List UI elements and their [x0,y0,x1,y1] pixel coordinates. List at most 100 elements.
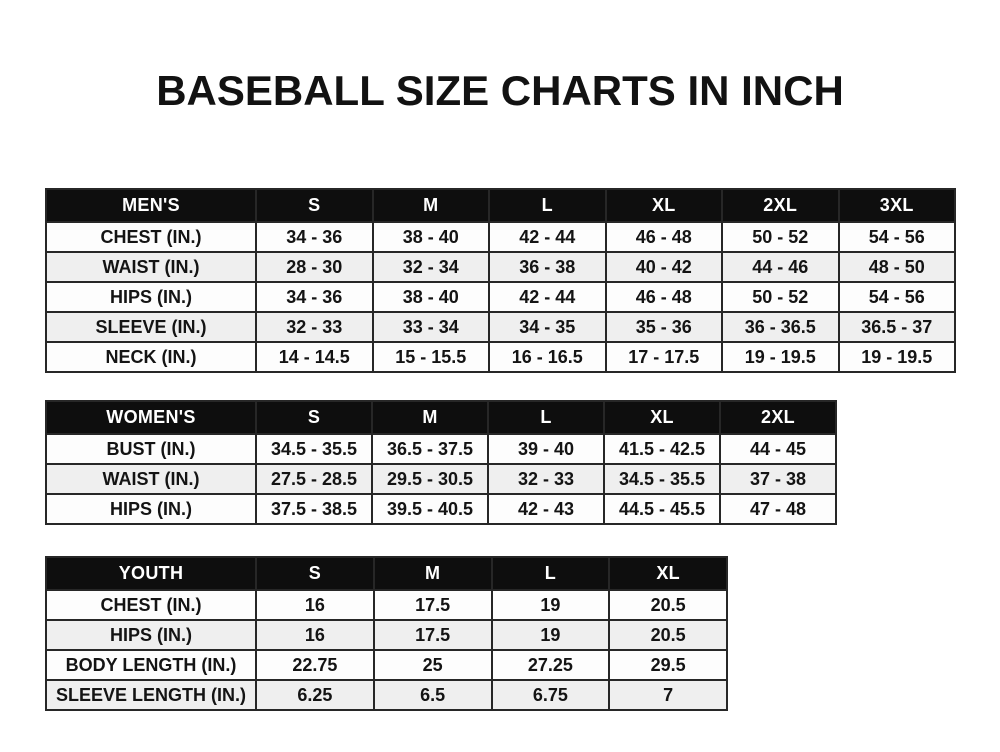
size-value-cell: 19 - 19.5 [721,341,840,373]
size-column-header: S [255,188,374,223]
table-title: YOUTH [45,556,257,591]
size-value-cell: 40 - 42 [604,251,723,283]
table-row: NECK (IN.) 14 - 14.5 15 - 15.5 16 - 16.5 17 … [45,341,956,373]
size-value-cell: 36.5 - 37 [837,311,956,343]
size-value-cell: 16 [255,589,375,621]
size-value-cell: 27.25 [490,649,611,681]
size-value-cell: 44.5 - 45.5 [603,493,721,525]
size-value-cell: 33 - 34 [371,311,490,343]
measurement-label: NECK (IN.) [45,341,257,373]
table-row: HIPS (IN.) 34 - 36 38 - 40 42 - 44 46 - 48 50… [45,281,956,313]
size-value-cell: 36.5 - 37.5 [371,433,489,465]
size-value-cell: 34 - 36 [255,221,374,253]
measurement-label: HIPS (IN.) [45,493,257,525]
size-value-cell: 27.5 - 28.5 [255,463,373,495]
measurement-label: BUST (IN.) [45,433,257,465]
size-value-cell: 54 - 56 [837,281,956,313]
size-value-cell: 32 - 33 [487,463,605,495]
size-value-cell: 7 [608,679,728,711]
size-value-cell: 17.5 [372,619,493,651]
size-value-cell: 22.75 [255,649,375,681]
measurement-label: CHEST (IN.) [45,589,257,621]
size-value-cell: 34.5 - 35.5 [603,463,721,495]
mens-size-table: MEN'S S M L XL 2XL 3XL CHEST (IN.) 34 - 36 38 - 4… [45,188,956,373]
size-value-cell: 48 - 50 [837,251,956,283]
size-value-cell: 42 - 43 [487,493,605,525]
size-column-header: 2XL [721,188,840,223]
size-value-cell: 38 - 40 [371,221,490,253]
size-value-cell: 25 [372,649,493,681]
page-title: BASEBALL SIZE CHARTS IN INCH [156,67,844,114]
size-value-cell: 6.5 [372,679,493,711]
size-value-cell: 16 [255,619,375,651]
size-value-cell: 37 - 38 [719,463,837,495]
size-value-cell: 50 - 52 [721,281,840,313]
size-value-cell: 28 - 30 [255,251,374,283]
size-value-cell: 32 - 34 [371,251,490,283]
size-value-cell: 37.5 - 38.5 [255,493,373,525]
size-value-cell: 42 - 44 [488,281,607,313]
measurement-label: WAIST (IN.) [45,463,257,495]
size-value-cell: 16 - 16.5 [488,341,607,373]
size-column-header: L [490,556,611,591]
size-value-cell: 15 - 15.5 [371,341,490,373]
size-value-cell: 29.5 [608,649,728,681]
measurement-label: HIPS (IN.) [45,619,257,651]
size-column-header: M [371,188,490,223]
table-row: BUST (IN.) 34.5 - 35.5 36.5 - 37.5 39 - 40 4… [45,433,837,465]
size-value-cell: 17 - 17.5 [604,341,723,373]
table-row: WAIST (IN.) 27.5 - 28.5 29.5 - 30.5 32 - 33… [45,463,837,495]
size-column-header: 3XL [837,188,956,223]
size-value-cell: 38 - 40 [371,281,490,313]
size-value-cell: 42 - 44 [488,221,607,253]
size-value-cell: 39 - 40 [487,433,605,465]
size-value-cell: 20.5 [608,589,728,621]
table-row: HIPS (IN.) 37.5 - 38.5 39.5 - 40.5 42 - 43 4… [45,493,837,525]
table-row: BODY LENGTH (IN.) 22.75 25 27.25 29.5 [45,649,728,681]
size-value-cell: 36 - 38 [488,251,607,283]
size-value-cell: 44 - 45 [719,433,837,465]
size-value-cell: 29.5 - 30.5 [371,463,489,495]
size-value-cell: 17.5 [372,589,493,621]
table-row: CHEST (IN.) 34 - 36 38 - 40 42 - 44 46 - 48 5… [45,221,956,253]
size-value-cell: 34 - 35 [488,311,607,343]
size-value-cell: 32 - 33 [255,311,374,343]
measurement-label: WAIST (IN.) [45,251,257,283]
womens-size-table: WOMEN'S S M L XL 2XL BUST (IN.) 34.5 - 35.5 36.5… [45,400,837,525]
size-value-cell: 47 - 48 [719,493,837,525]
measurement-label: HIPS (IN.) [45,281,257,313]
size-value-cell: 41.5 - 42.5 [603,433,721,465]
size-column-header: L [487,400,605,435]
size-value-cell: 19 [490,589,611,621]
measurement-label: BODY LENGTH (IN.) [45,649,257,681]
size-value-cell: 50 - 52 [721,221,840,253]
size-value-cell: 19 - 19.5 [837,341,956,373]
measurement-label: SLEEVE LENGTH (IN.) [45,679,257,711]
size-value-cell: 39.5 - 40.5 [371,493,489,525]
measurement-label: SLEEVE (IN.) [45,311,257,343]
size-column-header: XL [603,400,721,435]
table-header-row: WOMEN'S S M L XL 2XL [45,400,837,435]
size-column-header: S [255,556,375,591]
table-row: SLEEVE (IN.) 32 - 33 33 - 34 34 - 35 35 - 36… [45,311,956,343]
table-row: CHEST (IN.) 16 17.5 19 20.5 [45,589,728,621]
size-value-cell: 6.75 [490,679,611,711]
table-row: SLEEVE LENGTH (IN.) 6.25 6.5 6.75 7 [45,679,728,711]
size-column-header: XL [604,188,723,223]
size-value-cell: 34.5 - 35.5 [255,433,373,465]
size-value-cell: 20.5 [608,619,728,651]
size-value-cell: 34 - 36 [255,281,374,313]
size-column-header: 2XL [719,400,837,435]
table-title: WOMEN'S [45,400,257,435]
size-value-cell: 46 - 48 [604,221,723,253]
size-value-cell: 44 - 46 [721,251,840,283]
table-header-row: MEN'S S M L XL 2XL 3XL [45,188,956,223]
table-row: WAIST (IN.) 28 - 30 32 - 34 36 - 38 40 - 42 4… [45,251,956,283]
size-value-cell: 36 - 36.5 [721,311,840,343]
size-value-cell: 54 - 56 [837,221,956,253]
size-column-header: M [371,400,489,435]
measurement-label: CHEST (IN.) [45,221,257,253]
size-value-cell: 35 - 36 [604,311,723,343]
size-value-cell: 14 - 14.5 [255,341,374,373]
table-row: HIPS (IN.) 16 17.5 19 20.5 [45,619,728,651]
